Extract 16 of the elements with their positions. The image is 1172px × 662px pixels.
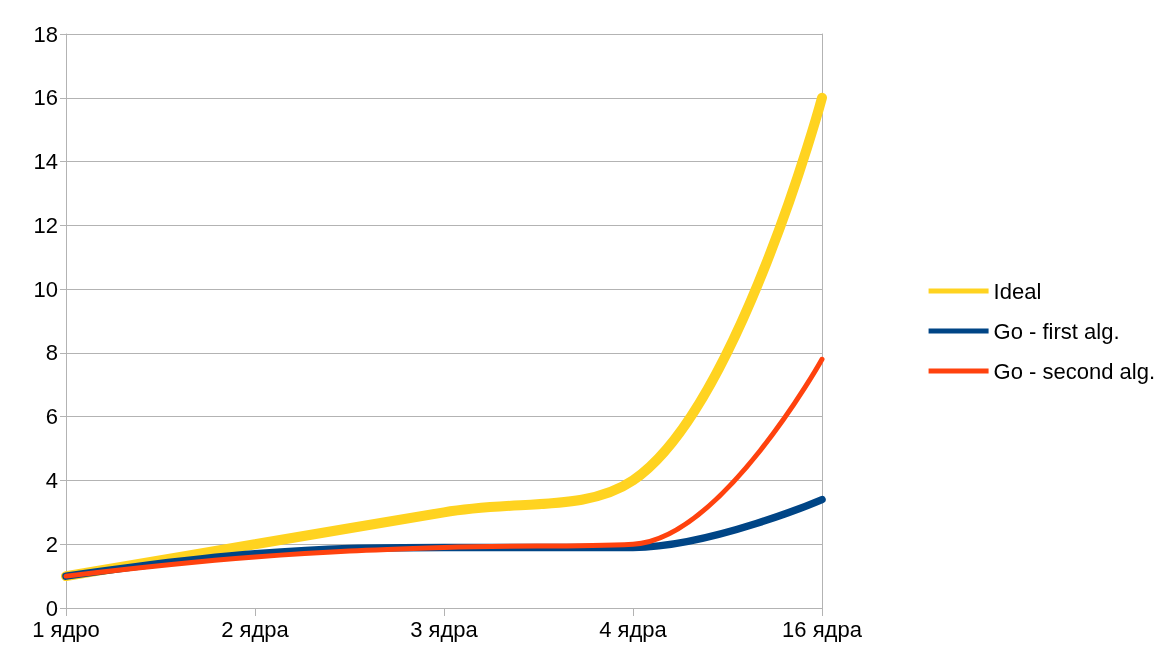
x-tick-label: 4 ядра	[599, 616, 668, 642]
y-tick-label: 6	[45, 404, 58, 430]
legend-label: Go - first alg.	[993, 318, 1120, 344]
y-tick-label: 12	[33, 212, 58, 238]
y-tick-label: 2	[45, 531, 58, 557]
y-tick-label: 14	[33, 149, 58, 175]
x-tick-label: 2 ядра	[221, 616, 290, 642]
y-tick-label: 10	[33, 276, 58, 302]
x-tick-label: 16 ядра	[782, 616, 863, 642]
y-tick-label: 4	[45, 467, 58, 493]
legend-label: Ideal	[993, 278, 1042, 304]
y-tick-label: 18	[33, 21, 58, 47]
y-tick-label: 8	[45, 340, 58, 366]
legend-label: Go - second alg.	[993, 358, 1156, 384]
x-tick-label: 3 ядра	[410, 616, 479, 642]
y-tick-label: 16	[33, 85, 58, 111]
